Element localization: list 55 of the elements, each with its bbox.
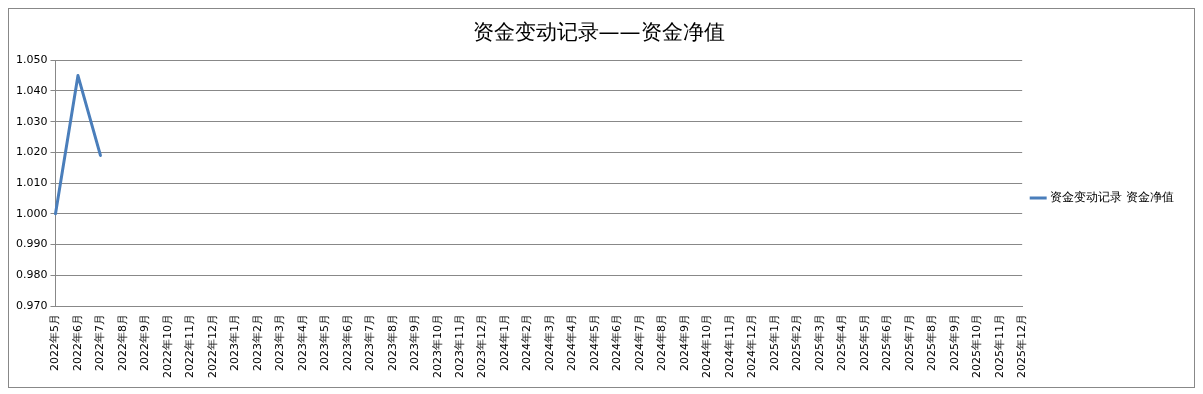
x-tick-label: 2024年6月 <box>610 314 624 372</box>
legend-label: 资金变动记录 资金净值 <box>1050 190 1175 205</box>
x-tick-label: 2024年3月 <box>542 314 556 372</box>
x-tick-label: 2024年4月 <box>565 314 579 372</box>
x-tick-label: 2022年7月 <box>93 314 107 372</box>
x-tick-label: 2025年7月 <box>902 314 916 372</box>
x-tick-label: 2022年9月 <box>138 314 152 372</box>
x-tick-label: 2022年10月 <box>160 314 174 379</box>
x-tick-label: 2023年10月 <box>430 314 444 379</box>
y-tick-label: 1.020 <box>15 145 48 159</box>
x-tick-label: 2024年1月 <box>497 314 511 372</box>
x-tick-label: 2025年2月 <box>790 314 804 372</box>
x-tick-label: 2025年12月 <box>1015 314 1029 379</box>
x-tick-label: 2024年5月 <box>587 314 601 372</box>
x-tick-label: 2024年2月 <box>520 314 534 372</box>
x-tick-label: 2023年5月 <box>318 314 332 372</box>
y-tick-label: 1.030 <box>15 114 48 128</box>
y-tick-label: 0.970 <box>15 298 48 312</box>
x-tick-label: 2023年3月 <box>273 314 287 372</box>
x-tick-label: 2023年7月 <box>363 314 377 372</box>
y-tick-label: 1.010 <box>15 175 48 189</box>
x-tick-label: 2024年12月 <box>745 314 759 379</box>
x-tick-label: 2023年4月 <box>295 314 309 372</box>
x-tick-label: 2025年9月 <box>947 314 961 372</box>
x-tick-label: 2024年11月 <box>722 314 736 379</box>
x-tick-label: 2023年12月 <box>475 314 489 379</box>
y-tick-label: 1.040 <box>15 83 48 97</box>
x-tick-label: 2023年1月 <box>228 314 242 372</box>
x-tick-label: 2025年11月 <box>992 314 1006 379</box>
x-tick-label: 2025年8月 <box>925 314 939 372</box>
y-tick-label: 0.990 <box>15 237 48 251</box>
x-tick-label: 2025年5月 <box>857 314 871 372</box>
y-tick-label: 0.980 <box>15 268 48 282</box>
chart-title: 资金变动记录——资金净值 <box>472 20 725 45</box>
x-tick-label: 2023年8月 <box>385 314 399 372</box>
x-tick-label: 2022年6月 <box>70 314 84 372</box>
x-tick-label: 2024年10月 <box>700 314 714 379</box>
x-tick-label: 2023年6月 <box>340 314 354 372</box>
x-tick-label: 2022年5月 <box>48 314 62 372</box>
x-tick-label: 2024年9月 <box>677 314 691 372</box>
x-tick-label: 2024年7月 <box>632 314 646 372</box>
x-tick-label: 2022年12月 <box>205 314 219 379</box>
x-tick-label: 2024年8月 <box>655 314 669 372</box>
x-tick-label: 2025年4月 <box>835 314 849 372</box>
y-tick-label: 1.050 <box>15 53 48 67</box>
x-tick-label: 2025年6月 <box>880 314 894 372</box>
x-tick-label: 2025年1月 <box>767 314 781 372</box>
y-tick-label: 1.000 <box>15 206 48 220</box>
x-tick-label: 2022年11月 <box>183 314 197 379</box>
x-tick-label: 2025年10月 <box>970 314 984 379</box>
x-tick-label: 2025年3月 <box>812 314 826 372</box>
x-tick-label: 2023年2月 <box>250 314 264 372</box>
x-tick-label: 2023年9月 <box>408 314 422 372</box>
x-tick-label: 2022年8月 <box>115 314 129 372</box>
x-tick-label: 2023年11月 <box>453 314 467 379</box>
